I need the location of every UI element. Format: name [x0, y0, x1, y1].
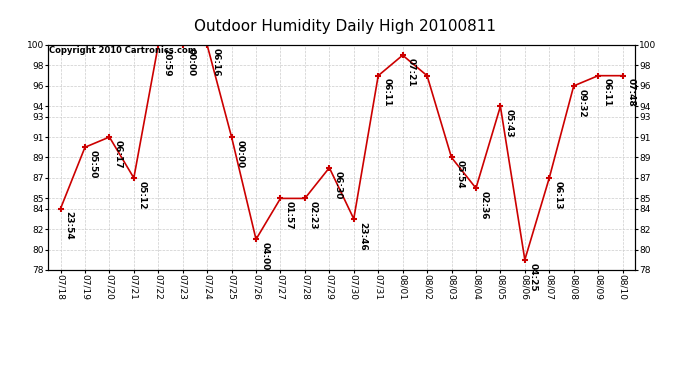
Text: 00:00: 00:00: [236, 140, 245, 168]
Text: 00:00: 00:00: [187, 48, 196, 76]
Text: 05:12: 05:12: [138, 181, 147, 209]
Text: 05:54: 05:54: [455, 160, 464, 189]
Text: 07:21: 07:21: [407, 58, 416, 87]
Text: 04:25: 04:25: [529, 262, 538, 291]
Text: 23:46: 23:46: [358, 222, 367, 251]
Text: 02:23: 02:23: [309, 201, 318, 229]
Text: 05:43: 05:43: [504, 109, 513, 138]
Text: 23:54: 23:54: [65, 211, 74, 240]
Text: 09:32: 09:32: [578, 88, 587, 117]
Text: 05:50: 05:50: [89, 150, 98, 178]
Text: 06:11: 06:11: [382, 78, 391, 107]
Text: 01:57: 01:57: [284, 201, 294, 230]
Text: 06:16: 06:16: [211, 48, 220, 76]
Text: 06:13: 06:13: [553, 181, 562, 209]
Text: 06:17: 06:17: [114, 140, 123, 168]
Text: 20:59: 20:59: [162, 48, 171, 76]
Text: 06:30: 06:30: [333, 171, 342, 199]
Text: Copyright 2010 Cartronics.com: Copyright 2010 Cartronics.com: [50, 46, 197, 55]
Text: 02:36: 02:36: [480, 191, 489, 219]
Text: Outdoor Humidity Daily High 20100811: Outdoor Humidity Daily High 20100811: [194, 19, 496, 34]
Text: 06:11: 06:11: [602, 78, 611, 107]
Text: 04:00: 04:00: [260, 242, 269, 270]
Text: 07:48: 07:48: [627, 78, 635, 107]
